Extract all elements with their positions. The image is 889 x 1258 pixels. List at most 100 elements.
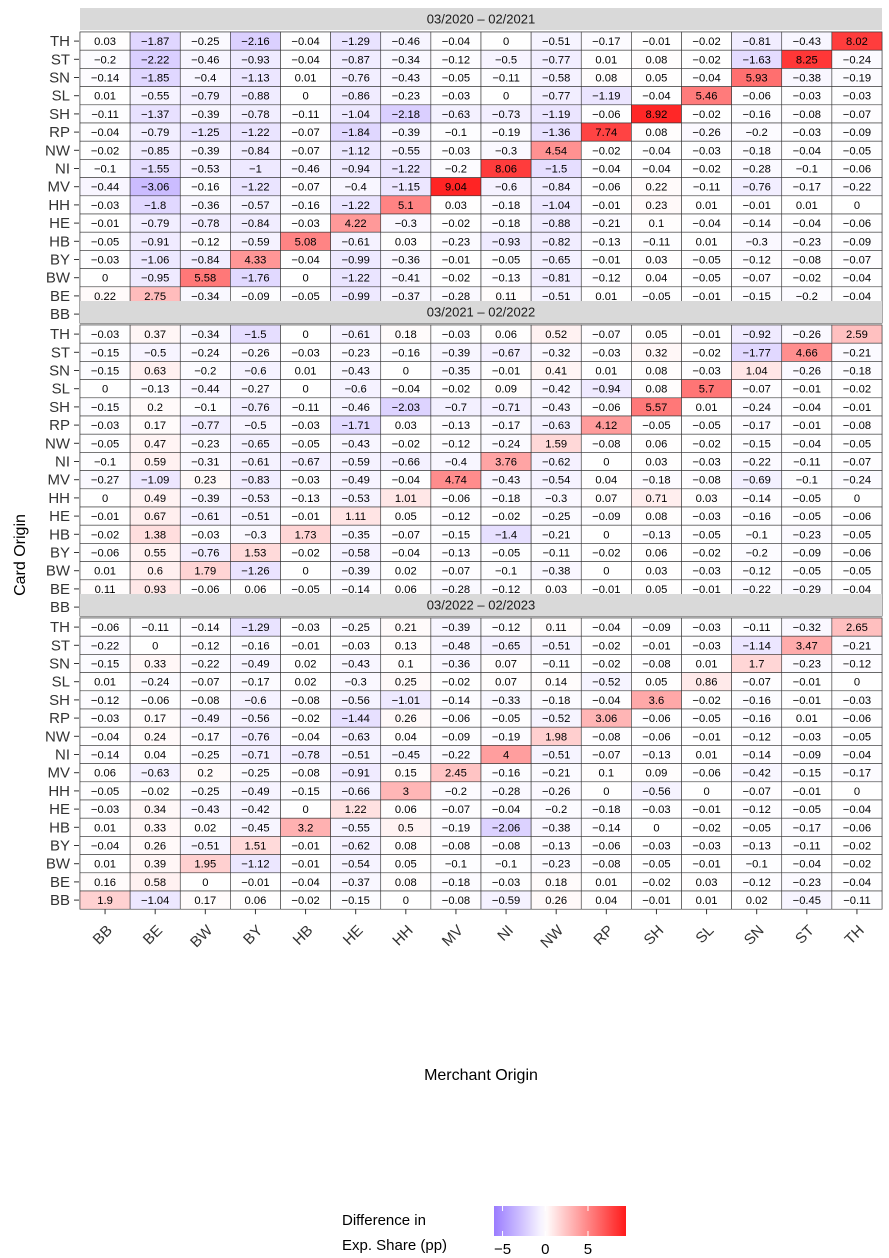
cell-label: −0.88 — [542, 218, 570, 230]
x-tick-label: BB — [90, 922, 116, 948]
cell-label: −0.87 — [342, 54, 370, 66]
cell-label: −1.13 — [241, 73, 269, 85]
cell-label: −1.25 — [191, 127, 219, 139]
cell-label: −0.51 — [542, 750, 570, 762]
cell-label: −0.03 — [91, 255, 119, 267]
cell-label: −0.78 — [291, 750, 319, 762]
cell-label: 1.7 — [749, 659, 765, 671]
cell-label: −2.06 — [492, 822, 520, 834]
cell-label: −0.58 — [342, 548, 370, 560]
x-tick-label: BW — [187, 921, 217, 951]
cell-label: −0.03 — [692, 457, 720, 469]
y-tick-label: HE — [49, 508, 70, 525]
cell-label: 0 — [503, 36, 509, 48]
cell-label: −0.04 — [843, 750, 871, 762]
y-tick-label: BW — [46, 856, 71, 873]
cell-label: 0.15 — [395, 768, 417, 780]
cell-label: −0.18 — [843, 366, 871, 378]
cell-label: −0.05 — [692, 273, 720, 285]
cell-label: 0.32 — [646, 347, 668, 359]
cell-label: −0.39 — [442, 347, 470, 359]
cell-label: 0.07 — [495, 659, 517, 671]
cell-label: 2.65 — [846, 622, 868, 634]
cell-label: −0.76 — [743, 182, 771, 194]
cell-label: −0.12 — [442, 438, 470, 450]
cell-label: −0.65 — [542, 255, 570, 267]
y-tick-label: NI — [55, 161, 70, 178]
cell-label: −0.22 — [743, 584, 771, 596]
cell-label: −0.18 — [492, 218, 520, 230]
cell-label: 5.1 — [398, 200, 414, 212]
cell-label: −0.04 — [843, 273, 871, 285]
x-tick-label: SL — [692, 922, 717, 947]
cell-label: −1.14 — [743, 640, 771, 652]
cell-label: −0.04 — [492, 804, 520, 816]
cell-label: 3.76 — [495, 457, 517, 469]
cell-label: −0.11 — [542, 548, 569, 560]
cell-label: −0.18 — [743, 145, 771, 157]
cell-label: −0.83 — [241, 475, 269, 487]
cell-label: 0.71 — [646, 493, 668, 505]
cell-label: 0.33 — [144, 822, 166, 834]
cell-label: −0.03 — [291, 420, 319, 432]
cell-label: 0.03 — [646, 255, 668, 267]
cell-label: −0.02 — [592, 548, 620, 560]
cell-label: −0.25 — [241, 768, 269, 780]
cell-label: −0.63 — [542, 420, 570, 432]
cell-label: −0.79 — [191, 91, 219, 103]
cell-label: −0.04 — [642, 145, 670, 157]
cell-label: −0.06 — [141, 695, 169, 707]
cell-label: 0.11 — [546, 622, 567, 634]
cell-label: −0.39 — [392, 127, 420, 139]
y-tick-label: SN — [49, 363, 70, 380]
cell-label: 0.23 — [194, 475, 216, 487]
cell-label: −0.1 — [796, 164, 818, 176]
cell-label: −0.05 — [793, 493, 821, 505]
cell-label: −0.23 — [542, 859, 570, 871]
cell-label: −0.84 — [542, 182, 570, 194]
cell-label: −0.48 — [442, 640, 470, 652]
cell-label: −0.03 — [492, 877, 520, 889]
cell-label: 0.07 — [595, 493, 617, 505]
cell-label: −0.06 — [592, 109, 620, 121]
cell-label: −0.01 — [642, 895, 670, 907]
cell-label: −0.07 — [592, 329, 620, 341]
cell-label: −0.65 — [241, 438, 269, 450]
cell-label: −0.51 — [342, 750, 370, 762]
y-tick-label: HB — [49, 819, 70, 836]
cell-label: −0.4 — [194, 73, 216, 85]
cell-label: −0.21 — [592, 218, 620, 230]
cell-label: −0.6 — [495, 182, 517, 194]
cell-label: −0.01 — [793, 384, 821, 396]
cell-label: 0.03 — [445, 200, 467, 212]
cell-label: −0.18 — [492, 200, 520, 212]
cell-label: 0.06 — [245, 584, 267, 596]
cell-label: −0.02 — [291, 895, 319, 907]
cell-label: −1.76 — [241, 273, 269, 285]
cell-label: 0.05 — [646, 677, 668, 689]
cell-label: 5.58 — [194, 273, 216, 285]
cell-label: −0.08 — [291, 695, 319, 707]
cell-label: −0.1 — [746, 859, 768, 871]
panel-strip — [80, 8, 882, 30]
cell-label: −0.21 — [843, 640, 871, 652]
panel-title: 03/2022 – 02/2023 — [427, 598, 535, 613]
cell-label: −0.03 — [91, 804, 119, 816]
y-tick-label: TH — [50, 33, 70, 50]
cell-label: 0.09 — [495, 384, 517, 396]
cell-label: −0.06 — [843, 822, 871, 834]
cell-label: −1.36 — [542, 127, 570, 139]
panel-strip — [80, 594, 882, 616]
cell-label: −0.07 — [743, 677, 771, 689]
cell-label: −0.79 — [141, 218, 169, 230]
cell-label: −0.02 — [692, 109, 720, 121]
cell-label: −0.15 — [91, 347, 119, 359]
cell-label: −0.69 — [743, 475, 771, 487]
cell-label: −0.25 — [542, 511, 570, 523]
cell-label: −0.05 — [743, 822, 771, 834]
cell-label: −0.29 — [793, 584, 821, 596]
cell-label: −0.14 — [191, 622, 219, 634]
cell-label: 0.06 — [646, 438, 668, 450]
cell-label: −0.24 — [191, 347, 219, 359]
cell-label: −0.39 — [191, 109, 219, 121]
